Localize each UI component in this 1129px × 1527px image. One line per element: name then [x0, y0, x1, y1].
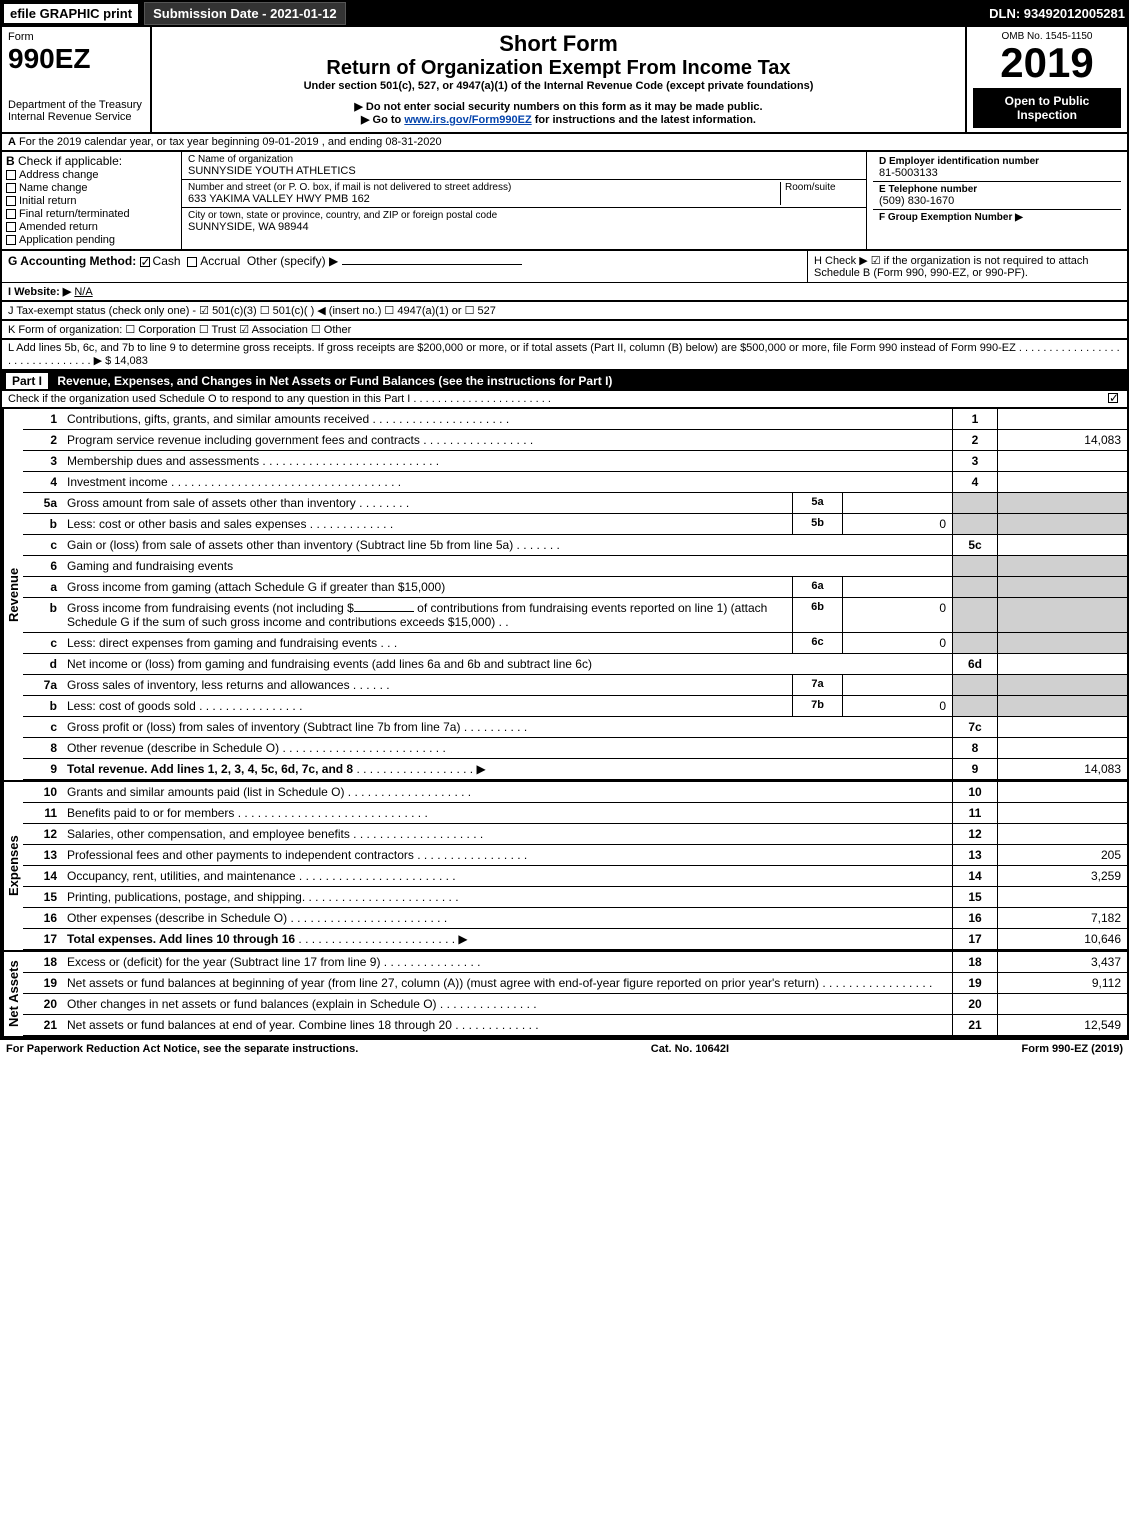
cb-application-pending[interactable]: [6, 235, 16, 245]
footer-mid: Cat. No. 10642I: [651, 1043, 729, 1055]
goto-note: ▶ Go to www.irs.gov/Form990EZ for instru…: [158, 113, 959, 126]
part1-check-note: Check if the organization used Schedule …: [0, 391, 1129, 409]
line-k: K Form of organization: ☐ Corporation ☐ …: [0, 321, 1129, 340]
expenses-group: Expenses 10Grants and similar amounts pa…: [0, 782, 1129, 952]
footer-left: For Paperwork Reduction Act Notice, see …: [6, 1043, 358, 1055]
c-street-label: Number and street (or P. O. box, if mail…: [188, 182, 780, 193]
section-h: H Check ▶ ☑ if the organization is not r…: [807, 251, 1127, 282]
no-ssn-note: ▶ Do not enter social security numbers o…: [158, 100, 959, 113]
cb-final-return[interactable]: [6, 209, 16, 219]
e-label: E Telephone number: [879, 184, 1115, 195]
open-public: Open to Public Inspection: [973, 88, 1121, 128]
submission-date: Submission Date - 2021-01-12: [144, 2, 346, 25]
org-name: SUNNYSIDE YOUTH ATHLETICS: [188, 165, 860, 177]
cb-accrual[interactable]: [187, 257, 197, 267]
short-form-title: Short Form: [158, 31, 959, 57]
footer-right: Form 990-EZ (2019): [1022, 1043, 1123, 1055]
line-j: J Tax-exempt status (check only one) - ☑…: [0, 302, 1129, 321]
dln-label: DLN: 93492012005281: [989, 6, 1125, 21]
efile-label[interactable]: efile GRAPHIC print: [4, 4, 138, 23]
cb-address-change[interactable]: [6, 170, 16, 180]
section-g: G Accounting Method: Cash Accrual Other …: [2, 251, 807, 282]
irs-label: Internal Revenue Service: [8, 111, 144, 123]
page-footer: For Paperwork Reduction Act Notice, see …: [0, 1038, 1129, 1058]
c-room-label: Room/suite: [785, 182, 860, 193]
ein-value: 81-5003133: [879, 167, 1115, 179]
irs-link[interactable]: www.irs.gov/Form990EZ: [404, 114, 531, 126]
line-l: L Add lines 5b, 6c, and 7b to line 9 to …: [0, 340, 1129, 371]
website-value: N/A: [74, 286, 92, 298]
phone-value: (509) 830-1670: [879, 195, 1115, 207]
cb-schedule-o[interactable]: [1108, 393, 1118, 403]
revenue-group: Revenue 1Contributions, gifts, grants, a…: [0, 409, 1129, 782]
form-header: Form 990EZ Department of the Treasury In…: [0, 27, 1129, 134]
cb-initial-return[interactable]: [6, 196, 16, 206]
under-section: Under section 501(c), 527, or 4947(a)(1)…: [158, 80, 959, 92]
top-bar: efile GRAPHIC print Submission Date - 20…: [0, 0, 1129, 27]
tax-year: 2019: [973, 42, 1121, 84]
cb-amended-return[interactable]: [6, 222, 16, 232]
net-assets-group: Net Assets 18Excess or (deficit) for the…: [0, 952, 1129, 1038]
section-c: C Name of organization SUNNYSIDE YOUTH A…: [182, 152, 867, 249]
dept-label: Department of the Treasury: [8, 99, 144, 111]
line-a: A For the 2019 calendar year, or tax yea…: [0, 134, 1129, 152]
org-street: 633 YAKIMA VALLEY HWY PMB 162: [188, 193, 780, 205]
form-number: 990EZ: [8, 43, 144, 75]
b-label: Check if applicable:: [18, 154, 122, 168]
c-name-label: C Name of organization: [188, 154, 860, 165]
d-label: D Employer identification number: [879, 156, 1115, 167]
cb-cash[interactable]: [140, 257, 150, 267]
section-b: B Check if applicable: Address change Na…: [2, 152, 182, 249]
line-i: I Website: ▶ N/A: [0, 283, 1129, 302]
org-city: SUNNYSIDE, WA 98944: [188, 221, 860, 233]
f-label: F Group Exemption Number ▶: [879, 212, 1115, 223]
form-word: Form: [8, 31, 144, 43]
cb-name-change[interactable]: [6, 183, 16, 193]
section-def: D Employer identification number 81-5003…: [867, 152, 1127, 249]
revenue-label: Revenue: [2, 409, 23, 780]
net-assets-label: Net Assets: [2, 952, 23, 1036]
c-city-label: City or town, state or province, country…: [188, 210, 860, 221]
return-title: Return of Organization Exempt From Incom…: [158, 57, 959, 80]
part1-header: Part I Revenue, Expenses, and Changes in…: [0, 371, 1129, 391]
g-other: Other (specify) ▶: [247, 254, 338, 268]
expenses-label: Expenses: [2, 782, 23, 950]
